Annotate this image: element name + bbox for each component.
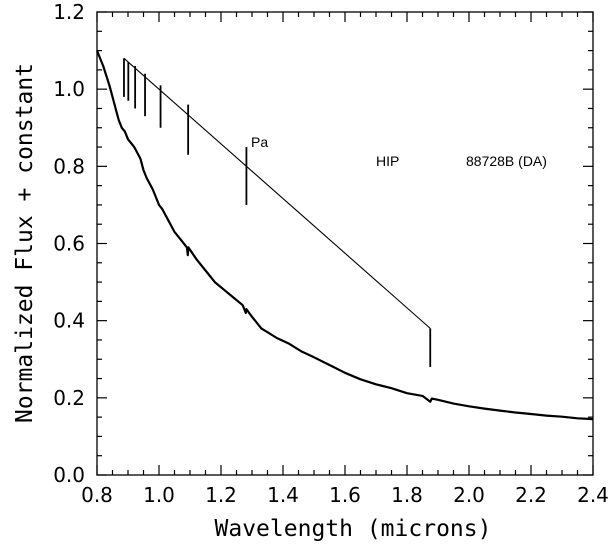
marker-envelope-line bbox=[123, 57, 431, 329]
x-tick-label: 1.8 bbox=[391, 483, 423, 507]
y-tick-label: 0.8 bbox=[53, 154, 85, 178]
plot-border bbox=[96, 11, 594, 476]
x-tick-label: 1.0 bbox=[143, 483, 175, 507]
series-annotation-pa: Pa bbox=[251, 134, 268, 150]
x-tick-label: 2.2 bbox=[515, 483, 547, 507]
y-tick-label: 1.2 bbox=[53, 0, 85, 24]
x-tick-label: 1.4 bbox=[267, 483, 299, 507]
y-tick-label: 0.4 bbox=[53, 309, 85, 333]
x-tick-label: 1.6 bbox=[329, 483, 361, 507]
object-annotation-prefix: HIP bbox=[376, 153, 399, 169]
paschen-line-markers bbox=[123, 57, 432, 367]
object-annotation-name: 88728B (DA) bbox=[466, 153, 547, 169]
tick-labels: 0.8 1.0 1.2 1.4 1.6 1.8 2.0 2.2 2.4 0.0 0.2 0.4 0.6 0… bbox=[53, 0, 609, 507]
y-tick-label: 0.2 bbox=[53, 386, 85, 410]
y-axis-title: Normalized Flux + constant bbox=[12, 63, 38, 423]
axis-ticks bbox=[96, 11, 594, 476]
y-tick-label: 0.0 bbox=[53, 463, 85, 487]
x-tick-label: 2.0 bbox=[453, 483, 485, 507]
plot-frame bbox=[96, 11, 594, 476]
spectrum-series bbox=[95, 50, 594, 421]
spectrum-line bbox=[95, 50, 594, 421]
x-axis-title: Wavelength (microns) bbox=[215, 516, 492, 542]
y-tick-label: 1.0 bbox=[53, 77, 85, 101]
x-tick-label: 1.2 bbox=[205, 483, 237, 507]
x-tick-label: 0.8 bbox=[81, 483, 113, 507]
y-tick-label: 0.6 bbox=[53, 232, 85, 256]
x-tick-label: 2.4 bbox=[577, 483, 609, 507]
